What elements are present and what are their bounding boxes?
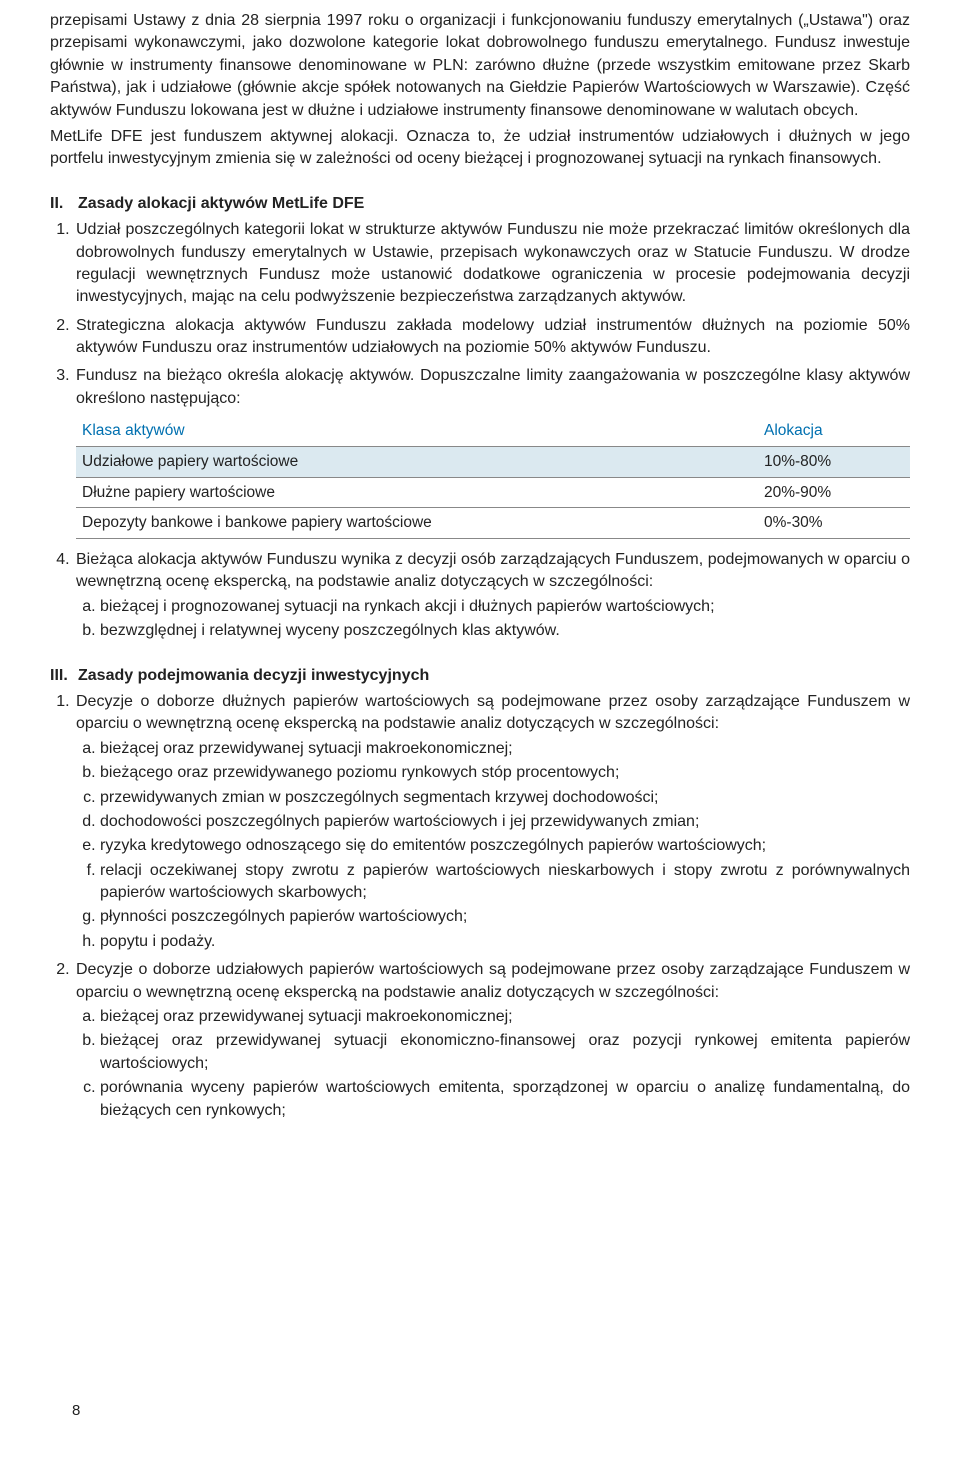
list-item: bieżącej oraz przewidywanej sytuacji eko…	[100, 1030, 910, 1075]
section-2-title: Zasady alokacji aktywów MetLife DFE	[78, 193, 364, 215]
list-item: relacji oczekiwanej stopy zwrotu z papie…	[100, 860, 910, 905]
list-item: bieżącej i prognozowanej sytuacji na ryn…	[100, 596, 910, 618]
section-3-item-2-lead: Decyzje o doborze udziałowych papierów w…	[76, 961, 910, 1000]
section-3-heading: III. Zasady podejmowania decyzji inwesty…	[50, 665, 910, 687]
table-cell: Depozyty bankowe i bankowe papiery warto…	[76, 508, 758, 539]
list-item: bieżącej oraz przewidywanej sytuacji mak…	[100, 1006, 910, 1028]
section-3-item-1-sublist: bieżącej oraz przewidywanej sytuacji mak…	[76, 738, 910, 954]
table-header-alloc: Alokacja	[758, 416, 910, 446]
list-item: ryzyka kredytowego odnoszącego się do em…	[100, 835, 910, 857]
intro-paragraph-1: przepisami Ustawy z dnia 28 sierpnia 199…	[50, 10, 910, 122]
list-item: porównania wyceny papierów wartościowych…	[100, 1077, 910, 1122]
section-2-heading: II. Zasady alokacji aktywów MetLife DFE	[50, 193, 910, 215]
section-2-list: Udział poszczególnych kategorii lokat w …	[50, 219, 910, 642]
section-3-item-2: Decyzje o doborze udziałowych papierów w…	[74, 959, 910, 1122]
allocation-table: Klasa aktywów Alokacja Udziałowe papiery…	[76, 416, 910, 539]
section-2-item-2: Strategiczna alokacja aktywów Funduszu z…	[74, 315, 910, 360]
section-2-item-3: Fundusz na bieżąco określa alokację akty…	[74, 365, 910, 539]
section-3-item-2-sublist: bieżącej oraz przewidywanej sytuacji mak…	[76, 1006, 910, 1122]
table-header-class: Klasa aktywów	[76, 416, 758, 446]
list-item: bieżącego oraz przewidywanego poziomu ry…	[100, 762, 910, 784]
section-3-item-1-lead: Decyzje o doborze dłużnych papierów wart…	[76, 693, 910, 732]
list-item: przewidywanych zmian w poszczególnych se…	[100, 787, 910, 809]
table-cell: 0%-30%	[758, 508, 910, 539]
list-item: płynności poszczególnych papierów wartoś…	[100, 906, 910, 928]
table-header-row: Klasa aktywów Alokacja	[76, 416, 910, 446]
section-2-item-4-sublist: bieżącej i prognozowanej sytuacji na ryn…	[76, 596, 910, 643]
section-2-item-1: Udział poszczególnych kategorii lokat w …	[74, 219, 910, 309]
section-2-item-4: Bieżąca alokacja aktywów Funduszu wynika…	[74, 549, 910, 643]
table-cell: 20%-90%	[758, 477, 910, 508]
section-2-item-4-lead: Bieżąca alokacja aktywów Funduszu wynika…	[76, 551, 910, 590]
list-item: bieżącej oraz przewidywanej sytuacji mak…	[100, 738, 910, 760]
intro-paragraph-2: MetLife DFE jest funduszem aktywnej alok…	[50, 126, 910, 171]
table-row: Dłużne papiery wartościowe 20%-90%	[76, 477, 910, 508]
page-number: 8	[72, 1400, 80, 1421]
section-2-roman: II.	[50, 193, 78, 215]
section-2-item-3-text: Fundusz na bieżąco określa alokację akty…	[76, 367, 910, 406]
section-3-title: Zasady podejmowania decyzji inwestycyjny…	[78, 665, 429, 687]
table-cell: Udziałowe papiery wartościowe	[76, 446, 758, 477]
section-3-list: Decyzje o doborze dłużnych papierów wart…	[50, 691, 910, 1122]
list-item: dochodowości poszczególnych papierów war…	[100, 811, 910, 833]
list-item: popytu i podaży.	[100, 931, 910, 953]
table-cell: Dłużne papiery wartościowe	[76, 477, 758, 508]
list-item: bezwzględnej i relatywnej wyceny poszcze…	[100, 620, 910, 642]
section-3-item-1: Decyzje o doborze dłużnych papierów wart…	[74, 691, 910, 953]
section-3-roman: III.	[50, 665, 78, 687]
table-row: Depozyty bankowe i bankowe papiery warto…	[76, 508, 910, 539]
table-cell: 10%-80%	[758, 446, 910, 477]
table-row: Udziałowe papiery wartościowe 10%-80%	[76, 446, 910, 477]
